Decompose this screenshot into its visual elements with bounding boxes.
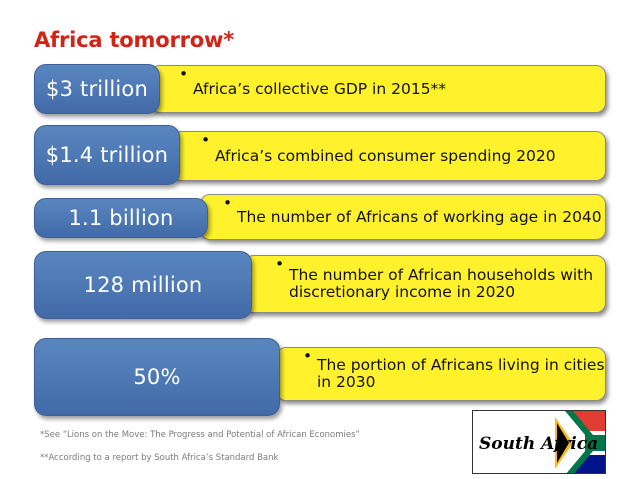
stat-description: The number of African households with di…: [289, 266, 594, 301]
stat-figure-box: 50%: [34, 338, 280, 416]
stat-description-box: • The number of Africans of working age …: [200, 194, 606, 240]
footnote: **According to a report by South Africa’…: [40, 453, 279, 463]
page-title: Africa tomorrow*: [34, 28, 234, 52]
stat-figure: 1.1 billion: [68, 206, 174, 230]
bullet: •: [179, 65, 189, 83]
stat-description: The number of Africans of working age in…: [237, 207, 602, 226]
stat-figure-box: $3 trillion: [34, 64, 160, 114]
stat-description-box: • Africa’s collective GDP in 2015**: [150, 65, 606, 113]
stat-figure: $3 trillion: [46, 77, 148, 101]
stat-description-box: • The portion of Africans living in citi…: [276, 347, 606, 401]
stat-figure: $1.4 trillion: [45, 143, 169, 167]
footnote: *See “Lions on the Move: The Progress an…: [40, 430, 360, 440]
south-africa-logo: South Africa: [472, 410, 606, 474]
stat-figure: 128 million: [83, 273, 203, 297]
stat-description: Africa’s collective GDP in 2015**: [193, 79, 447, 98]
stat-description: Africa’s combined consumer spending 2020: [215, 146, 556, 165]
stat-description-box: • Africa’s combined consumer spending 20…: [172, 131, 606, 181]
stat-figure-box: $1.4 trillion: [34, 125, 180, 185]
bullet: •: [275, 255, 285, 273]
south-africa-flag-icon: South Africa: [473, 411, 605, 473]
stat-figure: 50%: [133, 365, 181, 389]
stat-description: The portion of Africans living in cities…: [317, 356, 605, 391]
stat-description-box: • The number of African households with …: [244, 255, 606, 313]
logo-text: South Africa: [479, 434, 598, 454]
bullet: •: [201, 131, 211, 149]
bullet: •: [303, 347, 313, 365]
bullet: •: [223, 194, 233, 212]
stat-figure-box: 1.1 billion: [34, 198, 208, 238]
stat-figure-box: 128 million: [34, 251, 252, 319]
